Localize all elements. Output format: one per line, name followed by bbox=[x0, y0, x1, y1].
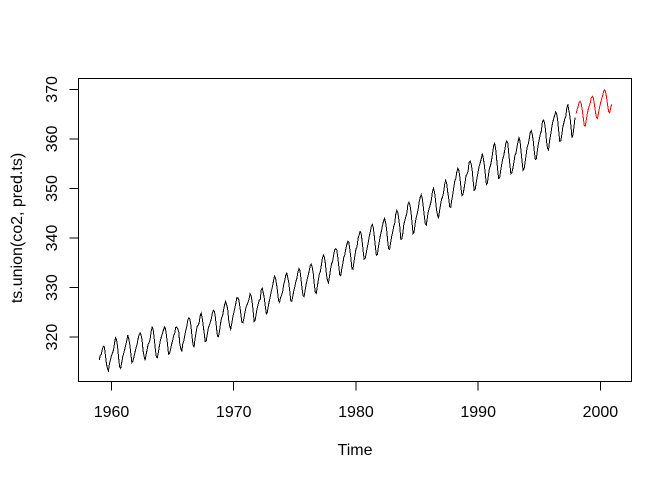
svg-text:2000: 2000 bbox=[583, 404, 619, 421]
svg-text:1960: 1960 bbox=[94, 404, 130, 421]
svg-text:1980: 1980 bbox=[338, 404, 374, 421]
svg-text:330: 330 bbox=[44, 274, 61, 301]
svg-text:320: 320 bbox=[44, 324, 61, 351]
svg-text:360: 360 bbox=[44, 125, 61, 152]
svg-text:1970: 1970 bbox=[216, 404, 252, 421]
svg-text:350: 350 bbox=[44, 175, 61, 202]
svg-text:Time: Time bbox=[338, 442, 373, 459]
svg-text:ts.union(co2, pred.ts): ts.union(co2, pred.ts) bbox=[9, 153, 26, 303]
svg-text:1990: 1990 bbox=[460, 404, 496, 421]
svg-text:340: 340 bbox=[44, 225, 61, 252]
svg-text:370: 370 bbox=[44, 76, 61, 103]
